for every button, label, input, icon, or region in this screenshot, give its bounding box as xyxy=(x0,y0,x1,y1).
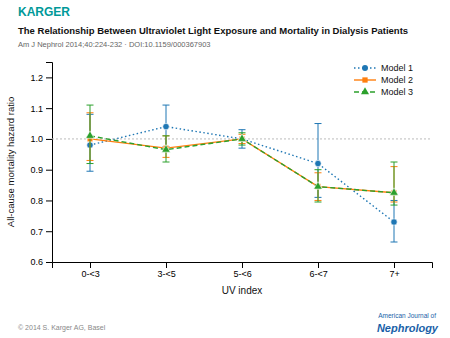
y-tick-mark xyxy=(46,139,52,140)
y-tick-mark xyxy=(46,262,52,263)
x-tick: 5-<6 xyxy=(233,262,251,279)
y-tick-mark xyxy=(46,170,52,171)
y-tick-label: 0.6 xyxy=(30,257,43,267)
y-tick: 0.9 xyxy=(30,165,52,175)
y-tick-label: 0.7 xyxy=(30,227,43,237)
legend-marker xyxy=(362,65,368,71)
x-tick-mark xyxy=(394,262,395,268)
y-tick-mark xyxy=(46,231,52,232)
series xyxy=(86,105,399,205)
plot-area xyxy=(52,105,432,242)
error-bar xyxy=(239,130,246,148)
legend-label: Model 3 xyxy=(381,87,413,97)
x-tick-mark xyxy=(166,262,167,268)
marker xyxy=(163,123,169,129)
x-tick: 3-<5 xyxy=(157,262,175,279)
y-tick: 0.6 xyxy=(30,257,52,267)
subtitle: Am J Nephrol 2014;40:224-232 · DOI:10.11… xyxy=(18,40,211,49)
error-bar xyxy=(391,200,398,242)
annotation: American Journal of xyxy=(378,312,436,319)
title: The Relationship Between Ultraviolet Lig… xyxy=(18,25,408,36)
y-tick: 1.2 xyxy=(30,73,52,83)
y-tick-mark xyxy=(46,77,52,78)
x-tick: 6-<7 xyxy=(309,262,327,279)
annotation: Nephrology xyxy=(377,322,439,334)
marker xyxy=(238,134,247,141)
series-line xyxy=(90,139,394,193)
legend-item: Model 2 xyxy=(354,75,413,85)
x-tick: 7+ xyxy=(389,262,399,279)
x-tick-mark xyxy=(242,262,243,268)
y-axis-line xyxy=(46,63,53,263)
error-bar xyxy=(391,162,398,205)
marker xyxy=(391,219,397,225)
marker xyxy=(315,160,321,166)
legend-label: Model 2 xyxy=(381,75,413,85)
x-tick-label: 3-<5 xyxy=(157,269,175,279)
error-bar xyxy=(163,136,170,162)
series xyxy=(87,113,398,202)
y-tick-label: 0.8 xyxy=(30,196,43,206)
y-tick-label: 1.1 xyxy=(30,104,43,114)
x-tick-mark xyxy=(90,262,91,268)
y-tick-label: 1.0 xyxy=(30,134,43,144)
x-tick-label: 5-<6 xyxy=(233,269,251,279)
legend-marker xyxy=(362,77,367,82)
legend-item: Model 1 xyxy=(354,63,413,73)
y-tick: 1.1 xyxy=(30,104,52,114)
y-tick-label: 1.2 xyxy=(30,73,43,83)
marker xyxy=(86,131,95,138)
y-tick-mark xyxy=(46,108,52,109)
legend: Model 1 Model 2 Model 3 xyxy=(354,63,413,97)
x-axis-title: UV index xyxy=(222,285,263,296)
legend-item: Model 3 xyxy=(354,87,413,97)
marker xyxy=(162,145,171,152)
series-line xyxy=(90,127,394,222)
y-axis: 0.6 0.7 0.8 0.9 1.0 1.1 1.2 xyxy=(30,63,52,268)
x-axis: 0-<3 3-<5 5-<6 6-<7 7+ xyxy=(53,262,433,279)
error-bar xyxy=(239,133,246,145)
series xyxy=(87,105,398,242)
chart: The Relationship Between Ultraviolet Lig… xyxy=(0,0,450,338)
y-tick: 1.0 xyxy=(30,134,52,144)
y-tick: 0.7 xyxy=(30,227,52,237)
y-tick: 0.8 xyxy=(30,196,52,206)
annotation: © 2014 S. Karger AG, Basel xyxy=(18,324,106,332)
marker xyxy=(314,182,323,189)
x-axis-line xyxy=(53,263,433,269)
error-bar xyxy=(315,124,322,198)
x-tick-mark xyxy=(318,262,319,268)
y-tick-label: 0.9 xyxy=(30,165,43,175)
error-bar xyxy=(87,105,94,163)
y-tick-mark xyxy=(46,200,52,201)
x-tick-label: 7+ xyxy=(389,269,399,279)
x-tick-label: 0-<3 xyxy=(81,269,99,279)
marker xyxy=(390,188,399,195)
legend-marker xyxy=(361,87,369,94)
error-bar xyxy=(315,170,322,202)
y-axis-title: All-cause mortality hazard ratio xyxy=(5,97,16,227)
x-tick-label: 6-<7 xyxy=(309,269,327,279)
legend-label: Model 1 xyxy=(381,63,413,73)
x-tick: 0-<3 xyxy=(81,262,99,279)
annotation: KARGER xyxy=(18,5,70,19)
